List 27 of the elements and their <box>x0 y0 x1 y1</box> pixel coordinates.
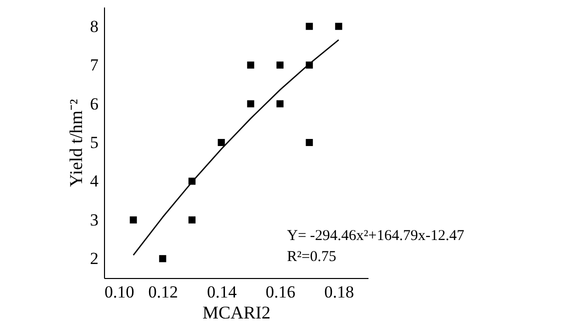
y-tick-label: 2 <box>90 249 98 268</box>
point <box>276 62 284 69</box>
point <box>247 62 254 69</box>
point <box>130 216 137 224</box>
y-tick-label: 4 <box>90 172 99 191</box>
x-tick-label: 0.14 <box>206 282 238 302</box>
y-tick-label: 7 <box>90 56 99 75</box>
point <box>188 216 196 224</box>
point <box>218 138 225 146</box>
y-tick-label: 6 <box>90 94 98 114</box>
annotation: R²=0.75 <box>287 249 336 265</box>
x-tick-label: 0.10 <box>104 282 134 302</box>
point <box>159 255 166 262</box>
x-tick-label: 0.12 <box>148 282 178 302</box>
point <box>276 100 284 108</box>
y-tick-label: 8 <box>90 16 98 36</box>
x-tick-label: 0.16 <box>266 282 296 302</box>
point <box>335 22 342 30</box>
y-axis-title: Yield t/hm⁻² <box>66 99 86 187</box>
point <box>247 100 254 108</box>
x-tick-label: 0.18 <box>324 282 354 302</box>
y-tick-label: 5 <box>90 133 98 152</box>
y-tick-label: 3 <box>90 210 98 230</box>
point <box>306 138 313 146</box>
point <box>306 22 313 30</box>
annotation: Y= -294.46x²+164.79x-12.47 <box>287 228 465 244</box>
x-axis-title: MCARI2 <box>202 302 271 322</box>
